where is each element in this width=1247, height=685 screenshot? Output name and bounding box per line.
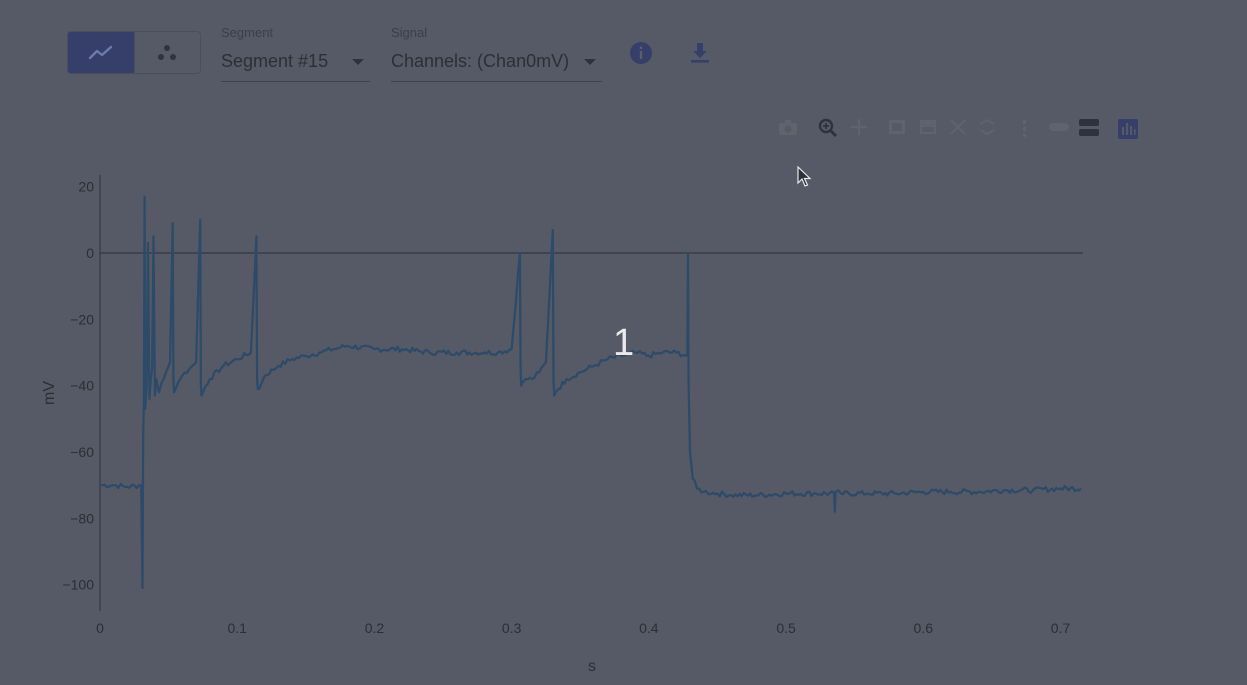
y-tick-label: −80	[70, 510, 94, 526]
x-tick-label: 0.2	[365, 620, 385, 636]
y-tick-label: 0	[86, 245, 94, 261]
hover-closest-icon[interactable]	[1078, 118, 1100, 143]
x-tick-label: 0	[96, 620, 104, 636]
pan-icon[interactable]	[850, 118, 868, 141]
signal-select[interactable]: Signal Channels: (Chan0mV)	[391, 24, 602, 82]
camera-icon[interactable]	[778, 118, 798, 141]
plotly-logo-icon[interactable]	[1117, 118, 1139, 145]
x-tick-label: 0.7	[1051, 620, 1071, 636]
scatter-view-button[interactable]	[133, 32, 201, 73]
y-axis-label: mV	[41, 381, 58, 405]
mouse-cursor-icon	[797, 165, 813, 193]
x-tick-label: 0.1	[227, 620, 247, 636]
y-tick-label: −20	[70, 311, 94, 327]
info-button[interactable]	[628, 40, 654, 66]
y-tick-label: −40	[70, 378, 94, 394]
line-chart-icon	[88, 45, 112, 59]
segment-value: Segment #15	[221, 51, 329, 71]
line-view-button[interactable]	[68, 32, 134, 73]
segment-underline	[221, 81, 370, 82]
reset-axes-icon[interactable]	[1048, 118, 1070, 141]
chevron-down-icon	[584, 59, 596, 65]
chevron-down-icon	[352, 59, 364, 65]
info-icon	[630, 42, 652, 64]
segment-select[interactable]: Segment Segment #15	[221, 24, 370, 82]
scatter-chart-icon	[158, 44, 177, 60]
overlay-number: 1	[613, 322, 635, 364]
zoom-icon[interactable]	[818, 118, 838, 143]
autoscale-icon[interactable]	[1019, 118, 1031, 143]
x-tick-label: 0.6	[914, 620, 934, 636]
x-tick-label: 0.5	[776, 620, 796, 636]
view-mode-toggle	[67, 31, 201, 74]
signal-label: Signal	[391, 25, 428, 40]
y-tick-label: 20	[78, 179, 94, 195]
segment-label: Segment	[221, 25, 274, 40]
x-tick-label: 0.4	[639, 620, 659, 636]
chart-modebar	[774, 115, 1144, 141]
download-icon	[691, 43, 709, 63]
lasso-icon[interactable]	[919, 118, 937, 141]
signal-value: Channels: (Chan0mV)	[391, 51, 570, 71]
zoom-out-icon[interactable]	[978, 118, 996, 141]
box-select-icon[interactable]	[888, 118, 906, 141]
download-button[interactable]	[687, 40, 713, 66]
y-tick-label: −100	[62, 577, 94, 593]
signal-underline	[391, 81, 602, 82]
x-axis-label: s	[588, 658, 596, 675]
zoom-in-icon[interactable]	[949, 118, 967, 141]
y-tick-label: −60	[70, 444, 94, 460]
x-tick-label: 0.3	[502, 620, 522, 636]
signal-trace[interactable]	[100, 195, 1082, 590]
